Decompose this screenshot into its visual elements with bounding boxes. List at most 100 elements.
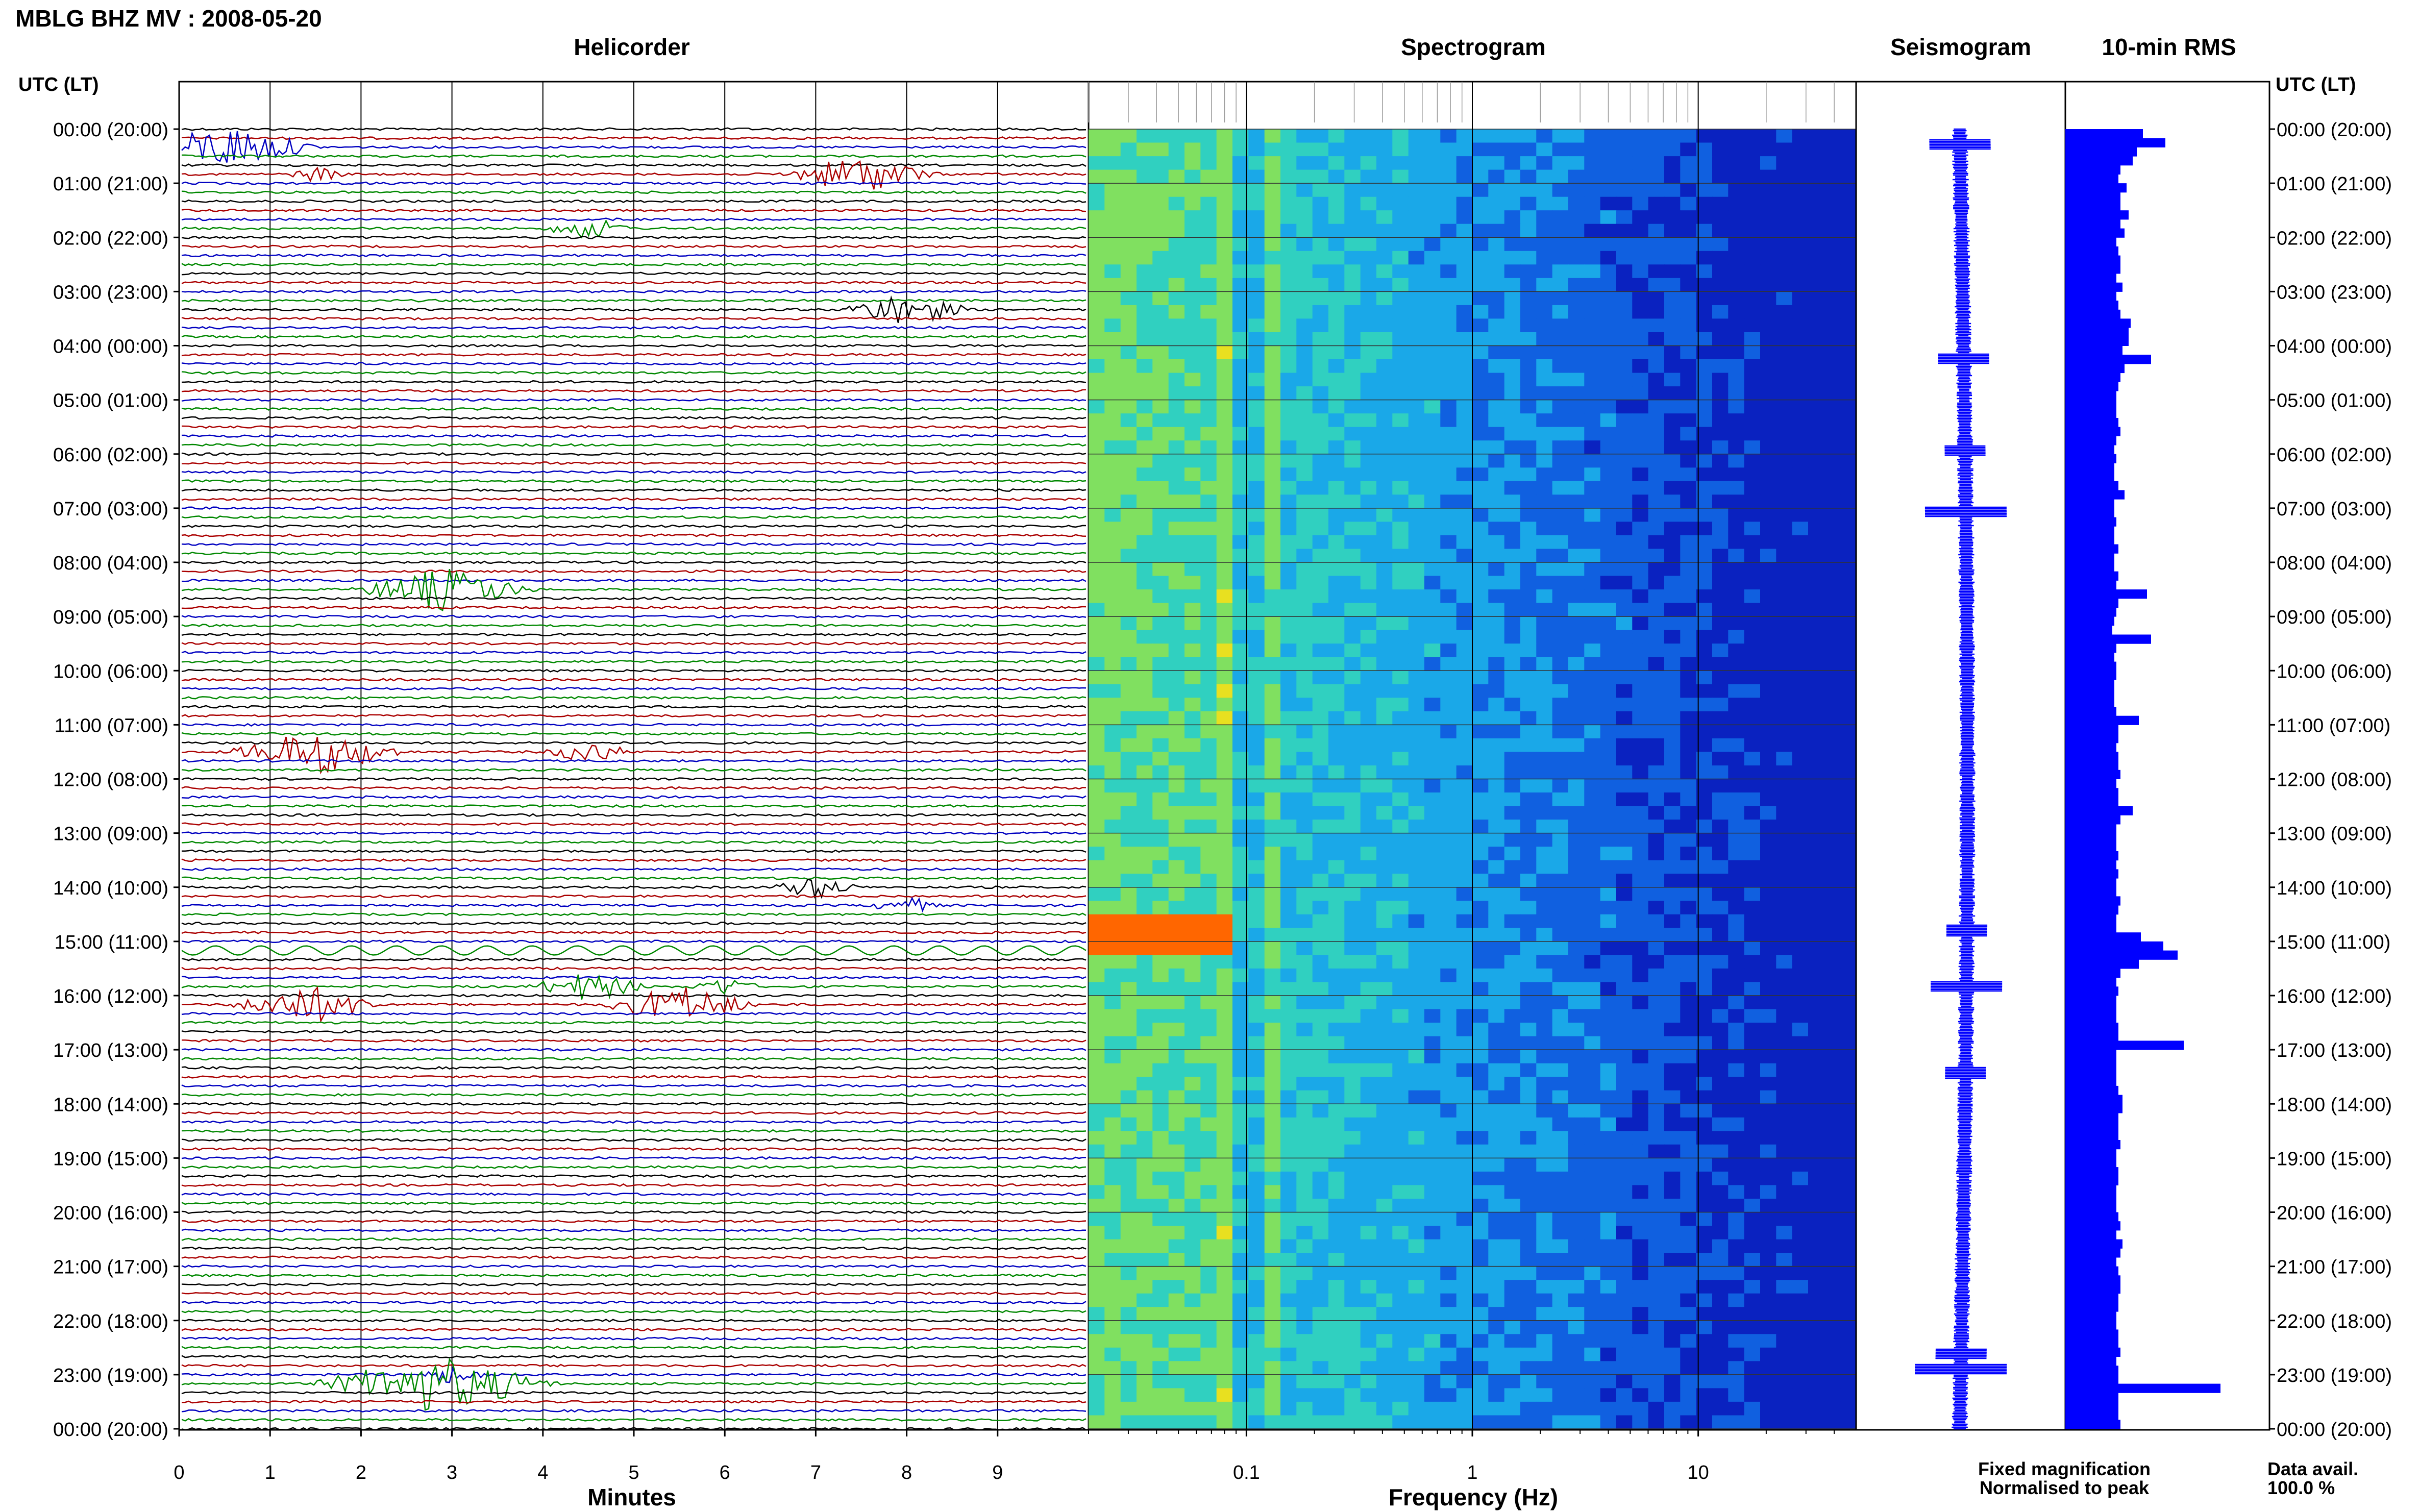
- spectrogram-cell: [1360, 887, 1377, 901]
- spectrogram-cell: [1648, 820, 1665, 834]
- spectrogram-cell: [1776, 1131, 1793, 1145]
- spectrogram-cell: [1360, 467, 1377, 482]
- spectrogram-cell: [1168, 847, 1185, 861]
- spectrogram-cell: [1744, 576, 1761, 590]
- spectrogram-cell: [1120, 779, 1137, 793]
- spectrogram-cell: [1296, 1226, 1313, 1240]
- spectrogram-cell: [1168, 1185, 1185, 1199]
- spectrogram-cell: [1328, 427, 1345, 441]
- spectrogram-cell: [1200, 427, 1217, 441]
- spectrogram-cell: [1520, 359, 1537, 374]
- spectrogram-cell: [1728, 806, 1745, 820]
- time-tick-label-left: 08:00 (04:00): [53, 553, 168, 574]
- spectrogram-cell: [1424, 874, 1441, 888]
- spectrogram-cell: [1344, 440, 1361, 455]
- spectrogram-cell: [1680, 1226, 1697, 1240]
- spectrogram-cell: [1168, 1347, 1185, 1361]
- spectrogram-cell: [1168, 1212, 1185, 1226]
- spectrogram-cell: [1216, 1374, 1233, 1389]
- spectrogram-cell: [1712, 792, 1729, 807]
- spectrogram-cell: [1376, 1144, 1393, 1158]
- spectrogram-cell: [1632, 549, 1649, 563]
- spectrogram-cell: [1376, 522, 1393, 536]
- spectrogram-cell: [1312, 1374, 1329, 1389]
- spectrogram-cell: [1440, 1050, 1457, 1064]
- spectrogram-cell: [1792, 711, 1809, 725]
- spectrogram-cell: [1360, 494, 1377, 509]
- spectrogram-cell: [1408, 1374, 1425, 1389]
- spectrogram-cell: [1424, 1185, 1441, 1199]
- spectrogram-cell: [1264, 711, 1281, 725]
- spectrogram-cell: [1488, 657, 1505, 671]
- spectrogram-cell: [1536, 1077, 1553, 1091]
- spectrogram-cell: [1760, 860, 1776, 874]
- spectrogram-cell: [1328, 264, 1345, 279]
- spectrogram-cell: [1360, 684, 1377, 698]
- spectrogram-cell: [1200, 711, 1217, 725]
- spectrogram-cell: [1584, 1199, 1601, 1213]
- spectrogram-cell: [1520, 1401, 1537, 1416]
- spectrogram-cell: [1264, 833, 1281, 847]
- spectrogram-cell: [1137, 901, 1153, 915]
- spectrogram-cell: [1089, 1253, 1105, 1267]
- spectrogram-cell: [1552, 1239, 1569, 1253]
- spectrogram-cell: [1504, 251, 1521, 265]
- spectrogram-cell: [1568, 210, 1585, 225]
- spectrogram-cell: [1792, 860, 1809, 874]
- spectrogram-cell: [1632, 1401, 1649, 1416]
- spectrogram-cell: [1632, 1050, 1649, 1064]
- spectrogram-cell: [1312, 616, 1329, 631]
- spectrogram-cell: [1648, 1131, 1665, 1145]
- spectrogram-cell: [1312, 806, 1329, 820]
- spectrogram-cell: [1360, 1171, 1377, 1185]
- spectrogram-cell: [1328, 1320, 1345, 1334]
- spectrogram-cell: [1584, 792, 1601, 807]
- helicorder-trace: [181, 1282, 1087, 1286]
- spectrogram-cell: [1120, 589, 1137, 604]
- spectrogram-cell: [1280, 454, 1297, 468]
- spectrogram-cell: [1137, 1293, 1153, 1307]
- spectrogram-cell: [1712, 1266, 1729, 1280]
- spectrogram-cell: [1568, 169, 1585, 184]
- rms-bar: [2065, 959, 2139, 969]
- spectrogram-cell: [1712, 968, 1729, 982]
- spectrogram-cell: [1648, 1239, 1665, 1253]
- spectrogram-cell: [1216, 1253, 1233, 1267]
- helicorder-trace: [181, 1336, 1087, 1341]
- spectrogram-cell: [1760, 657, 1776, 671]
- spectrogram-cell: [1536, 549, 1553, 563]
- spectrogram-cell: [1632, 454, 1649, 468]
- spectrogram-cell: [1344, 345, 1361, 360]
- spectrogram-cell: [1696, 1117, 1713, 1131]
- rms-bar: [2065, 788, 2118, 798]
- spectrogram-cell: [1568, 1226, 1585, 1240]
- spectrogram-cell: [1824, 156, 1841, 170]
- spectrogram-cell: [1840, 914, 1857, 928]
- spectrogram-cell: [1089, 616, 1105, 631]
- spectrogram-cell: [1216, 237, 1233, 252]
- spectrogram-cell: [1664, 494, 1681, 509]
- rms-bar: [2065, 201, 2120, 211]
- spectrogram-cell: [1648, 278, 1665, 292]
- spectrogram-cell: [1664, 657, 1681, 671]
- spectrogram-cell: [1248, 467, 1265, 482]
- spectrogram-cell: [1600, 1401, 1617, 1416]
- spectrogram-cell: [1089, 156, 1105, 170]
- spectrogram-cell: [1536, 1144, 1553, 1158]
- spectrogram-cell: [1376, 928, 1393, 942]
- spectrogram-cell: [1776, 941, 1793, 955]
- spectrogram-cell: [1824, 792, 1841, 807]
- spectrogram-cell: [1504, 1253, 1521, 1267]
- spectrogram-cell: [1776, 1050, 1793, 1064]
- spectrogram-cell: [1472, 413, 1489, 428]
- spectrogram-cell: [1536, 874, 1553, 888]
- spectrogram-cell: [1184, 711, 1201, 725]
- spectrogram-cell: [1296, 183, 1313, 197]
- spectrogram-cell: [1648, 779, 1665, 793]
- spectrogram-cell: [1632, 1131, 1649, 1145]
- spectrogram-cell: [1488, 494, 1505, 509]
- spectrogram-cell: [1712, 860, 1729, 874]
- spectrogram-cell: [1408, 562, 1425, 577]
- spectrogram-cell: [1648, 616, 1665, 631]
- spectrogram-cell: [1552, 914, 1569, 928]
